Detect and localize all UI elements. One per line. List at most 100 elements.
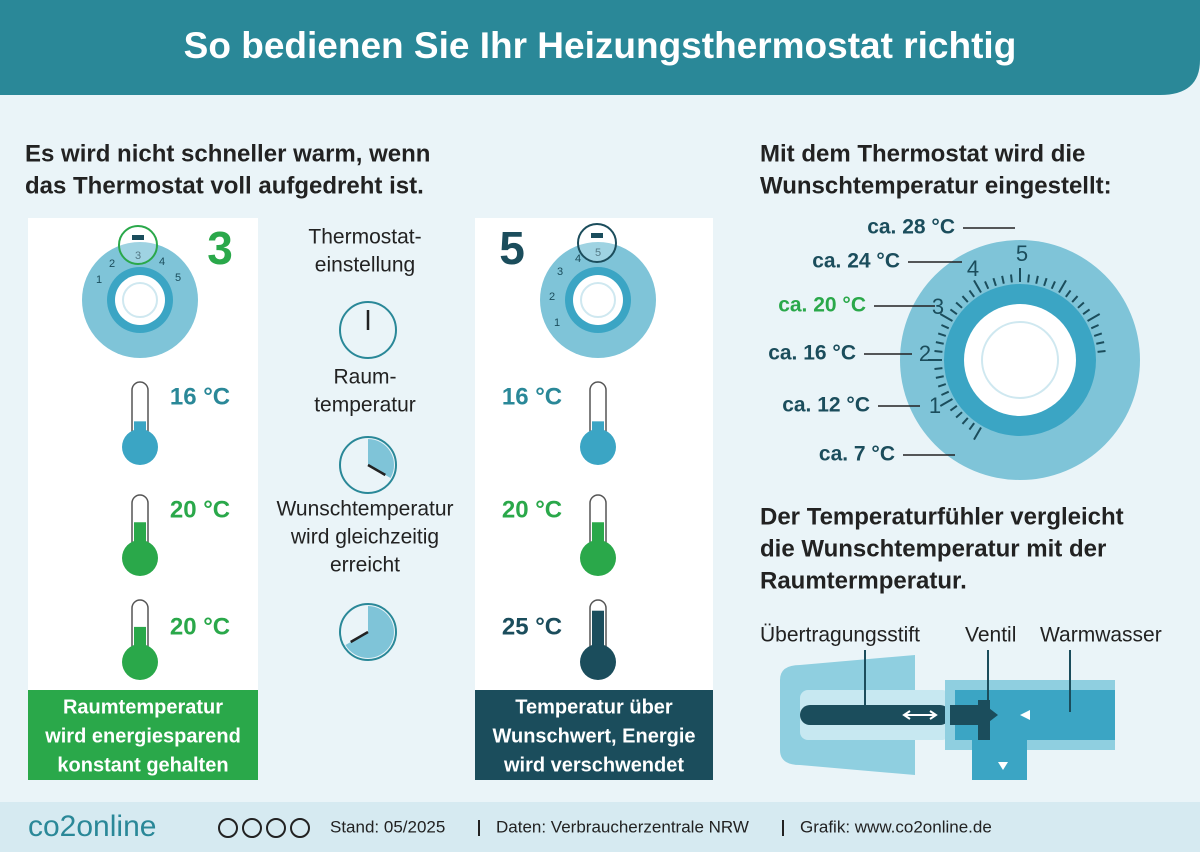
dial-tick [935, 341, 944, 345]
big-dial-core [981, 321, 1059, 399]
footer-text: Grafik: www.co2online.de [800, 817, 992, 836]
dial-tick [1082, 308, 1091, 315]
dial-tick [973, 279, 982, 293]
dial-tick [968, 422, 975, 431]
label: Wunschwert, Energie [492, 725, 695, 747]
license-icons [218, 818, 310, 838]
dial-tick [992, 277, 997, 287]
label: wird energiesparend [44, 725, 241, 747]
heading: Wunschtemperatur eingestellt: [760, 172, 1112, 199]
dial-tick [1065, 289, 1072, 298]
label: 20 °C [170, 613, 230, 640]
dial-tick [973, 427, 982, 441]
dial-core [580, 282, 616, 318]
dial-tick [984, 281, 990, 290]
valve-label: Warmwasser [1040, 624, 1162, 647]
dial-tick [1077, 301, 1085, 309]
clock-hand [350, 630, 369, 644]
note-box [475, 690, 713, 780]
dial-tick [1010, 274, 1013, 283]
label: Thermostat- [308, 226, 421, 249]
label: 3 [135, 250, 141, 262]
heading: Mit dem Thermostat wird die [760, 140, 1085, 167]
dial-tick [934, 350, 943, 353]
heading: das Thermostat voll aufgedreht ist. [25, 172, 424, 199]
label: 4 [159, 256, 165, 268]
valve-label: Ventil [965, 624, 1016, 647]
dial-core [122, 282, 158, 318]
setting-highlight [118, 225, 158, 265]
label: 20 °C [502, 496, 562, 523]
clock-sector [345, 606, 394, 658]
label: wird verschwendet [503, 754, 684, 776]
label: 16 °C [502, 383, 562, 410]
label: ca. 24 °C [812, 250, 900, 273]
dial-tick [941, 390, 950, 396]
valve-label: Übertragungsstift [760, 624, 920, 647]
heading: Es wird nicht schneller warm, wenn [25, 140, 430, 167]
label: 5 [499, 222, 525, 274]
dial-tick [1027, 274, 1030, 283]
dial-tick [961, 295, 969, 303]
label: 2 [549, 291, 555, 303]
label: Raum- [333, 366, 396, 389]
label: 3 [557, 266, 563, 278]
dial-tick [961, 417, 969, 425]
dial-tick [1071, 295, 1079, 303]
thermometer-bulb [122, 429, 158, 465]
dial-tick [1097, 350, 1106, 353]
dial-tick [1050, 281, 1056, 290]
label: erreicht [330, 554, 400, 577]
heading: Der Temperaturfühler vergleicht [760, 503, 1124, 530]
dial-tick [949, 308, 958, 315]
valve-diagram [780, 650, 1115, 780]
thermometer-bulb [580, 540, 616, 576]
label: 16 °C [170, 383, 230, 410]
dial-tick [1058, 279, 1067, 293]
label: 4 [967, 256, 979, 281]
label: 1 [554, 317, 560, 329]
dial-tick [955, 411, 963, 419]
clock-hand [367, 463, 386, 477]
label: 1 [96, 274, 102, 286]
label: 5 [1016, 241, 1028, 266]
big-dial-center [964, 304, 1076, 416]
label: Wunschtemperatur [276, 498, 453, 521]
dial-tick [1035, 275, 1039, 284]
label: 5 [595, 247, 601, 259]
header-band [0, 0, 1200, 95]
footer-band [0, 802, 1200, 852]
dial-tick [1096, 341, 1105, 345]
label: ca. 7 °C [819, 443, 895, 466]
label: 2 [109, 258, 115, 270]
dial-tick [955, 301, 963, 309]
heading: die Wunschtemperatur mit der [760, 535, 1106, 562]
label: 5 [175, 272, 181, 284]
footer-text: Stand: 05/2025 [330, 817, 445, 836]
dial-tick [939, 313, 953, 322]
dial-tick [1087, 313, 1101, 322]
dial-tick [941, 324, 950, 330]
footer-text: Daten: Verbraucherzentrale NRW [496, 817, 749, 836]
dial-tick [1093, 332, 1103, 337]
setting-highlight [577, 223, 617, 263]
label: Raumtemperatur [63, 696, 223, 718]
label: ca. 20 °C [778, 294, 866, 317]
dial-tick [968, 289, 975, 298]
label: ca. 16 °C [768, 342, 856, 365]
label: ca. 28 °C [867, 216, 955, 239]
thermometer-bulb [122, 644, 158, 680]
note-box [28, 690, 258, 780]
label: 20 °C [170, 496, 230, 523]
label: wird gleichzeitig [290, 526, 439, 549]
setting-marker [591, 233, 603, 238]
dial-tick [937, 332, 947, 337]
dial-tick [935, 375, 944, 379]
label: konstant gehalten [57, 754, 228, 776]
dial-tick [939, 398, 953, 407]
label: einstellung [315, 254, 415, 277]
heading: Raumtermperatur. [760, 567, 967, 594]
dial-tick [1090, 324, 1099, 330]
label: 3 [932, 294, 944, 319]
